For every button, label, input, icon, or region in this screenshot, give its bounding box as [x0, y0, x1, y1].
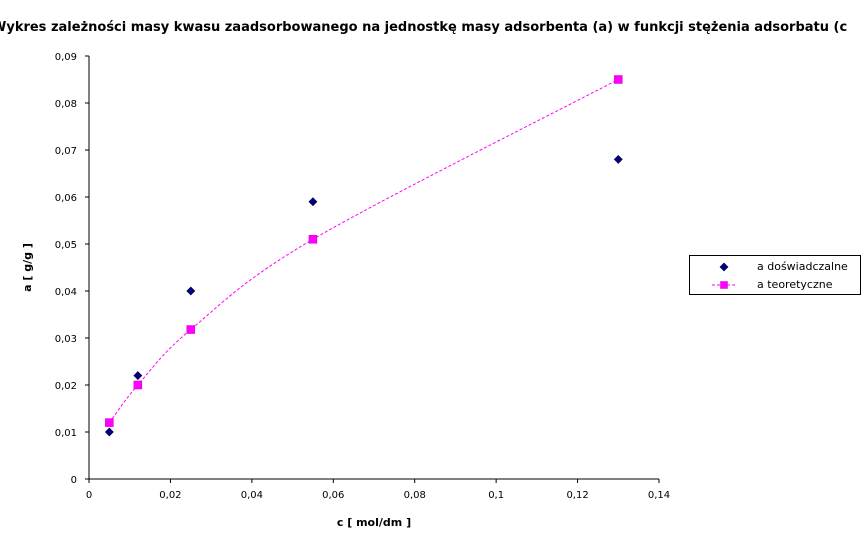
- series-1-point: [133, 371, 143, 381]
- x-tick-label: 0,12: [566, 490, 588, 501]
- series-lines: [108, 79, 619, 423]
- y-tick-label: 0,09: [55, 52, 77, 63]
- legend-diamond-marker: [719, 262, 729, 272]
- y-tick-label: 0,03: [55, 334, 77, 345]
- x-tick-label: 0,14: [648, 490, 670, 501]
- x-tick-label: 0,04: [241, 490, 263, 501]
- legend-square-marker: [712, 281, 736, 289]
- x-tick-label: 0,06: [322, 490, 344, 501]
- series-2-point: [186, 325, 196, 334]
- legend-label-series-2: a teoretyczne: [757, 278, 833, 291]
- x-axis-label: c [ mol/dm ]: [337, 516, 411, 529]
- series-2-point: [614, 75, 623, 84]
- y-tick-label: 0,06: [55, 193, 77, 204]
- y-tick-label: 0,07: [55, 146, 77, 157]
- chart-axes: [88, 56, 659, 480]
- series-2-point: [133, 380, 143, 390]
- chart-title: Wykres zależności masy kwasu zaadsorbowa…: [0, 20, 848, 35]
- x-axis-ticks: 0 0,02 0,04 0,06 0,08 0,1 0,12 0,14: [86, 479, 670, 501]
- y-tick-label: 0: [71, 475, 77, 486]
- y-axis-ticks: 0 0,01 0,02 0,03 0,04 0,05 0,06 0,07 0,08 0,09: [55, 52, 89, 486]
- x-tick-label: 0,02: [159, 490, 181, 501]
- y-tick-label: 0,01: [55, 428, 77, 439]
- y-tick-label: 0,02: [55, 381, 77, 392]
- y-axis-label: a [ g/g ]: [21, 243, 34, 292]
- y-tick-label: 0,08: [55, 99, 77, 110]
- series-1-point: [308, 197, 318, 207]
- series-2-point: [105, 418, 114, 427]
- chart-legend: a doświadczalne a teoretyczne: [689, 255, 861, 295]
- series-1-point: [104, 427, 114, 437]
- x-tick-label: 0,08: [404, 490, 426, 501]
- y-tick-label: 0,04: [55, 287, 77, 298]
- legend-entry-series-2: a teoretyczne: [690, 276, 860, 294]
- series-2-line: [108, 79, 619, 423]
- series-points: [104, 75, 623, 437]
- legend-entry-series-1: a doświadczalne: [690, 258, 860, 276]
- y-tick-label: 0,05: [55, 240, 77, 251]
- x-tick-label: 0: [86, 490, 92, 501]
- legend-label-series-1: a doświadczalne: [757, 260, 848, 273]
- series-1-point: [186, 286, 196, 296]
- series-1-point: [613, 154, 623, 164]
- x-tick-label: 0,1: [488, 490, 504, 501]
- series-2-point: [308, 235, 318, 244]
